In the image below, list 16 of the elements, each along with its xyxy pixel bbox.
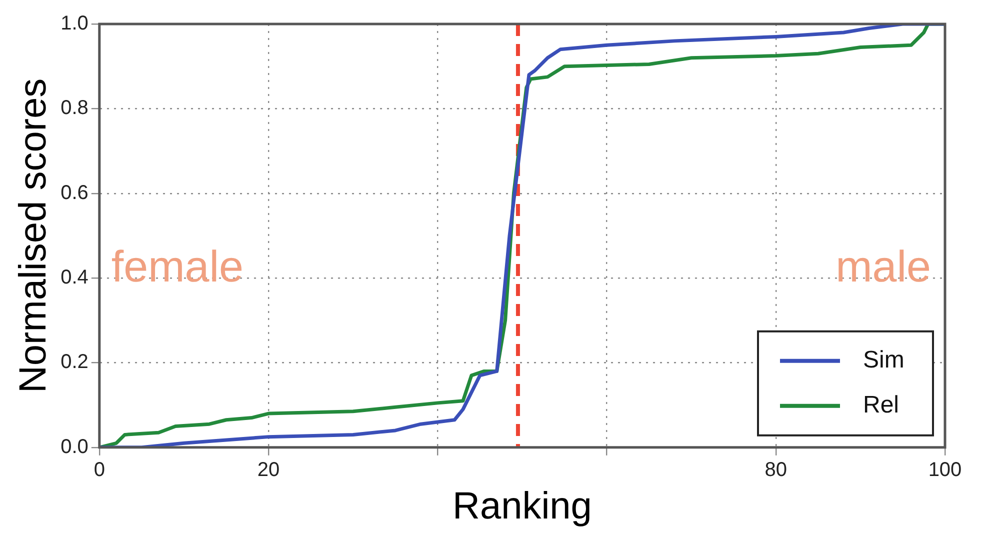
y-tick-label: 0.4 xyxy=(60,266,88,289)
annotation: female xyxy=(111,242,244,292)
y-axis-title: Normalised scores xyxy=(12,78,54,394)
x-tick-label: 20 xyxy=(257,458,280,481)
x-tick-label: 80 xyxy=(764,458,788,481)
x-axis-title: Ranking xyxy=(452,486,592,528)
legend-label: Sim xyxy=(863,346,904,374)
x-tick-label: 100 xyxy=(928,458,962,481)
y-tick-label: 0.6 xyxy=(60,182,88,204)
y-tick-label: 0.0 xyxy=(60,436,88,458)
x-tick-label: 0 xyxy=(94,458,105,481)
annotation: male xyxy=(836,242,931,292)
y-tick-label: 1.0 xyxy=(60,12,88,35)
y-tick-label: 0.2 xyxy=(60,351,88,374)
legend-label: Rel xyxy=(863,392,900,419)
y-tick-label: 0.8 xyxy=(60,97,88,120)
